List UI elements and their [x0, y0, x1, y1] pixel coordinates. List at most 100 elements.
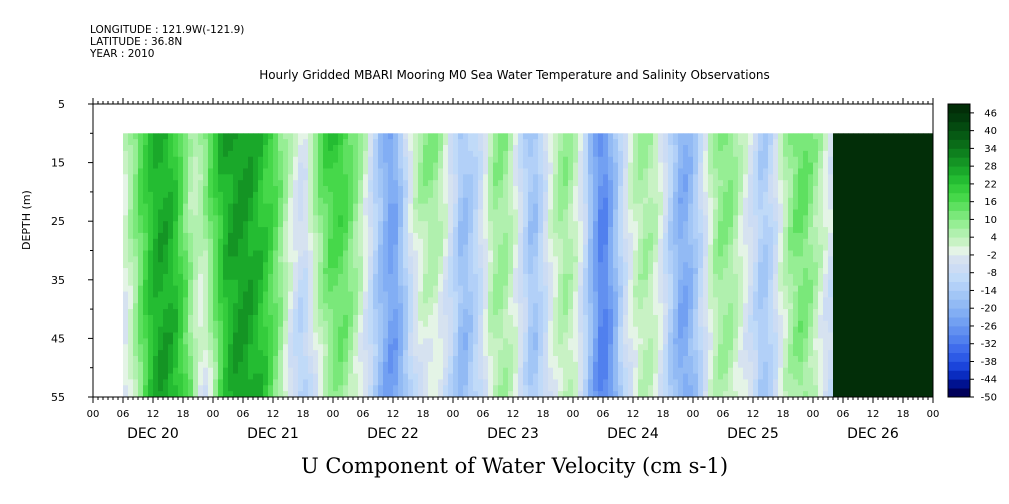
heatmap-cell: [643, 156, 649, 163]
heatmap-cell: [438, 268, 444, 275]
heatmap-cell: [673, 355, 679, 363]
heatmap-cell: [198, 338, 204, 345]
heatmap-cell: [408, 385, 414, 392]
heatmap-cell: [363, 344, 369, 351]
heatmap-cell: [458, 180, 464, 187]
heatmap-cell: [393, 238, 399, 246]
heatmap-cell: [153, 209, 159, 216]
heatmap-cell: [158, 326, 164, 333]
heatmap-cell: [363, 338, 369, 345]
heatmap-cell: [333, 250, 339, 257]
heatmap-cell: [443, 145, 449, 152]
heatmap-cell: [248, 180, 254, 187]
heatmap-cell: [198, 332, 204, 339]
heatmap-cell: [348, 285, 354, 292]
heatmap-cell: [508, 250, 514, 257]
heatmap-cell: [508, 268, 514, 275]
heatmap-cell: [138, 227, 144, 234]
heatmap-cell: [188, 256, 194, 263]
heatmap-cell: [523, 379, 529, 386]
heatmap-cell: [373, 262, 379, 269]
heatmap-cell: [228, 273, 234, 281]
heatmap-cell: [648, 314, 654, 322]
heatmap-cell: [478, 309, 484, 316]
heatmap-cell: [548, 385, 554, 392]
heatmap-cell: [283, 191, 289, 199]
heatmap-cell: [528, 373, 534, 380]
heatmap-cell: [578, 168, 584, 175]
heatmap-cell: [358, 332, 364, 339]
heatmap-cell: [313, 133, 319, 140]
heatmap-cell: [383, 256, 389, 263]
heatmap-cell: [418, 379, 424, 386]
heatmap-cell: [193, 191, 199, 199]
heatmap-cell: [353, 145, 359, 152]
heatmap-cell: [293, 209, 299, 216]
heatmap-cell: [203, 215, 209, 222]
heatmap-cell: [483, 314, 489, 322]
heatmap-cell: [313, 209, 319, 216]
heatmap-cell: [178, 262, 184, 269]
heatmap-cell: [158, 268, 164, 275]
heatmap-cell: [133, 133, 139, 140]
heatmap-cell: [353, 320, 359, 328]
heatmap-cell: [443, 203, 449, 210]
heatmap-cell: [248, 332, 254, 339]
heatmap-cell: [368, 385, 374, 392]
heatmap-cell: [458, 338, 464, 345]
mooring-metadata: LONGITUDE : 121.9W(-121.9) LATITUDE : 36…: [90, 24, 244, 60]
heatmap-cell: [603, 150, 609, 158]
heatmap-cell: [578, 250, 584, 257]
heatmap-cell: [653, 326, 659, 333]
heatmap-cell: [158, 373, 164, 380]
heatmap-cell: [463, 238, 469, 246]
heatmap-cell: [673, 133, 679, 140]
heatmap-cell: [523, 156, 529, 163]
heatmap-cell: [153, 291, 159, 298]
heatmap-cell: [523, 314, 529, 322]
heatmap-cell: [208, 256, 214, 263]
heatmap-cell: [508, 350, 514, 357]
heatmap-cell: [223, 303, 229, 310]
heatmap-cell: [608, 338, 614, 345]
heatmap-cell: [573, 174, 579, 181]
heatmap-cell: [538, 285, 544, 292]
heatmap-cell: [123, 279, 129, 287]
heatmap-cell: [313, 326, 319, 333]
heatmap-cell: [528, 344, 534, 351]
heatmap-cell: [183, 344, 189, 351]
heatmap-cell: [563, 332, 569, 339]
heatmap-cell: [123, 168, 129, 175]
heatmap-cell: [343, 180, 349, 187]
heatmap-cell: [553, 314, 559, 322]
heatmap-cell: [428, 180, 434, 187]
heatmap-cell: [293, 186, 299, 193]
heatmap-cell: [393, 273, 399, 281]
heatmap-cell: [363, 244, 369, 251]
heatmap-cell: [368, 145, 374, 152]
heatmap-cell: [493, 156, 499, 163]
heatmap-cell: [653, 145, 659, 152]
heatmap-cell: [653, 238, 659, 246]
heatmap-cell: [598, 326, 604, 333]
heatmap-cell: [518, 332, 524, 339]
heatmap-cell: [368, 203, 374, 210]
heatmap-cell: [453, 145, 459, 152]
heatmap-cell: [658, 314, 664, 322]
heatmap-cell: [408, 145, 414, 152]
heatmap-cell: [368, 361, 374, 369]
heatmap-cell: [128, 297, 134, 304]
heatmap-cell: [513, 168, 519, 175]
heatmap-cell: [583, 344, 589, 351]
heatmap-cell: [508, 174, 514, 181]
heatmap-cell: [243, 238, 249, 246]
heatmap-cell: [283, 227, 289, 234]
heatmap-cell: [263, 197, 269, 205]
heatmap-cell: [208, 303, 214, 310]
heatmap-cell: [583, 355, 589, 363]
heatmap-cell: [203, 344, 209, 351]
heatmap-cell: [233, 145, 239, 152]
heatmap-cell: [548, 191, 554, 199]
heatmap-cell: [318, 203, 324, 210]
heatmap-cell: [218, 227, 224, 234]
